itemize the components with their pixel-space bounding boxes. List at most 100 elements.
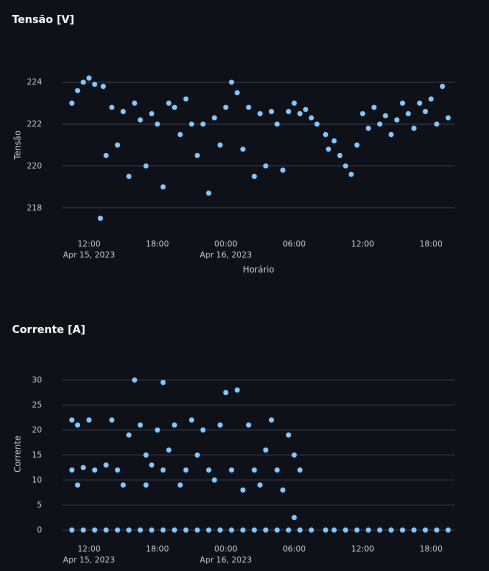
point xyxy=(74,87,81,94)
point xyxy=(200,427,206,433)
point xyxy=(143,163,149,169)
point xyxy=(291,452,297,458)
point xyxy=(251,467,257,473)
point xyxy=(223,104,229,110)
point xyxy=(69,100,75,106)
point xyxy=(411,125,417,131)
point xyxy=(365,527,371,533)
point xyxy=(86,417,92,423)
point xyxy=(263,163,269,169)
point xyxy=(131,100,138,106)
point xyxy=(274,121,280,127)
point xyxy=(206,527,212,533)
point xyxy=(183,96,189,102)
point xyxy=(228,527,235,533)
point xyxy=(69,467,75,473)
point xyxy=(348,171,354,177)
x-tick-label: 06:00 xyxy=(283,240,306,249)
point xyxy=(354,527,360,533)
point xyxy=(160,184,166,190)
y-tick-label: 20 xyxy=(32,426,42,435)
point xyxy=(428,96,434,102)
point xyxy=(92,81,98,87)
point xyxy=(394,117,400,123)
point xyxy=(211,115,218,121)
point xyxy=(211,477,218,483)
x-tick-label: 18:00 xyxy=(146,545,169,554)
point xyxy=(189,121,195,127)
point xyxy=(228,79,235,85)
point xyxy=(171,104,178,110)
x-tick-label: 18:00 xyxy=(420,545,443,554)
point xyxy=(251,173,257,179)
point xyxy=(422,527,428,533)
point xyxy=(143,482,149,488)
point xyxy=(388,527,394,533)
point xyxy=(342,163,349,169)
y-tick-label: 30 xyxy=(32,376,42,385)
point xyxy=(417,100,423,106)
point xyxy=(126,173,132,179)
point xyxy=(143,452,149,458)
point xyxy=(325,146,332,152)
point xyxy=(240,527,246,533)
point xyxy=(126,527,132,533)
point xyxy=(137,527,143,533)
point xyxy=(160,527,166,533)
point xyxy=(274,467,280,473)
point xyxy=(322,527,329,533)
point xyxy=(92,467,98,473)
point xyxy=(234,90,240,96)
point xyxy=(257,482,263,488)
point xyxy=(109,104,115,110)
point xyxy=(285,108,292,115)
point xyxy=(331,138,337,144)
point xyxy=(405,111,411,117)
x-tick-label: 12:00 xyxy=(351,240,374,249)
point xyxy=(80,527,86,533)
point xyxy=(100,83,106,89)
point xyxy=(388,131,394,138)
point xyxy=(217,142,223,148)
point xyxy=(308,115,314,121)
y-tick-label: 10 xyxy=(32,476,42,485)
point xyxy=(103,462,109,468)
x-tick-label: 12:00 xyxy=(77,240,100,249)
x-tick-label: Apr 15, 2023 xyxy=(63,251,115,260)
point xyxy=(160,379,166,386)
point xyxy=(314,121,320,127)
point xyxy=(120,482,126,488)
point xyxy=(411,527,417,533)
point xyxy=(194,452,200,458)
y-tick-label: 25 xyxy=(32,401,42,410)
point xyxy=(322,131,329,138)
point xyxy=(177,482,183,488)
point xyxy=(74,482,81,488)
point xyxy=(92,527,98,533)
y-tick-label: 218 xyxy=(27,203,42,212)
point xyxy=(274,527,280,533)
point xyxy=(149,527,155,533)
point xyxy=(434,121,440,127)
point xyxy=(297,527,303,533)
point xyxy=(297,111,303,117)
point xyxy=(434,527,440,533)
point xyxy=(154,427,160,433)
point xyxy=(69,417,75,423)
point xyxy=(189,417,195,423)
point xyxy=(206,190,212,196)
point xyxy=(251,527,257,533)
y-axis-title: Tensão xyxy=(14,130,24,160)
x-tick-label: 06:00 xyxy=(283,545,306,554)
point xyxy=(177,131,183,138)
x-tick-label: 18:00 xyxy=(146,240,169,249)
x-tick-label: 00:00 xyxy=(214,545,237,554)
x-tick-label: Apr 16, 2023 xyxy=(200,251,252,260)
point xyxy=(171,527,178,533)
point xyxy=(291,514,297,521)
point xyxy=(149,462,155,468)
point xyxy=(126,432,132,438)
point xyxy=(399,527,406,533)
point xyxy=(154,121,160,127)
